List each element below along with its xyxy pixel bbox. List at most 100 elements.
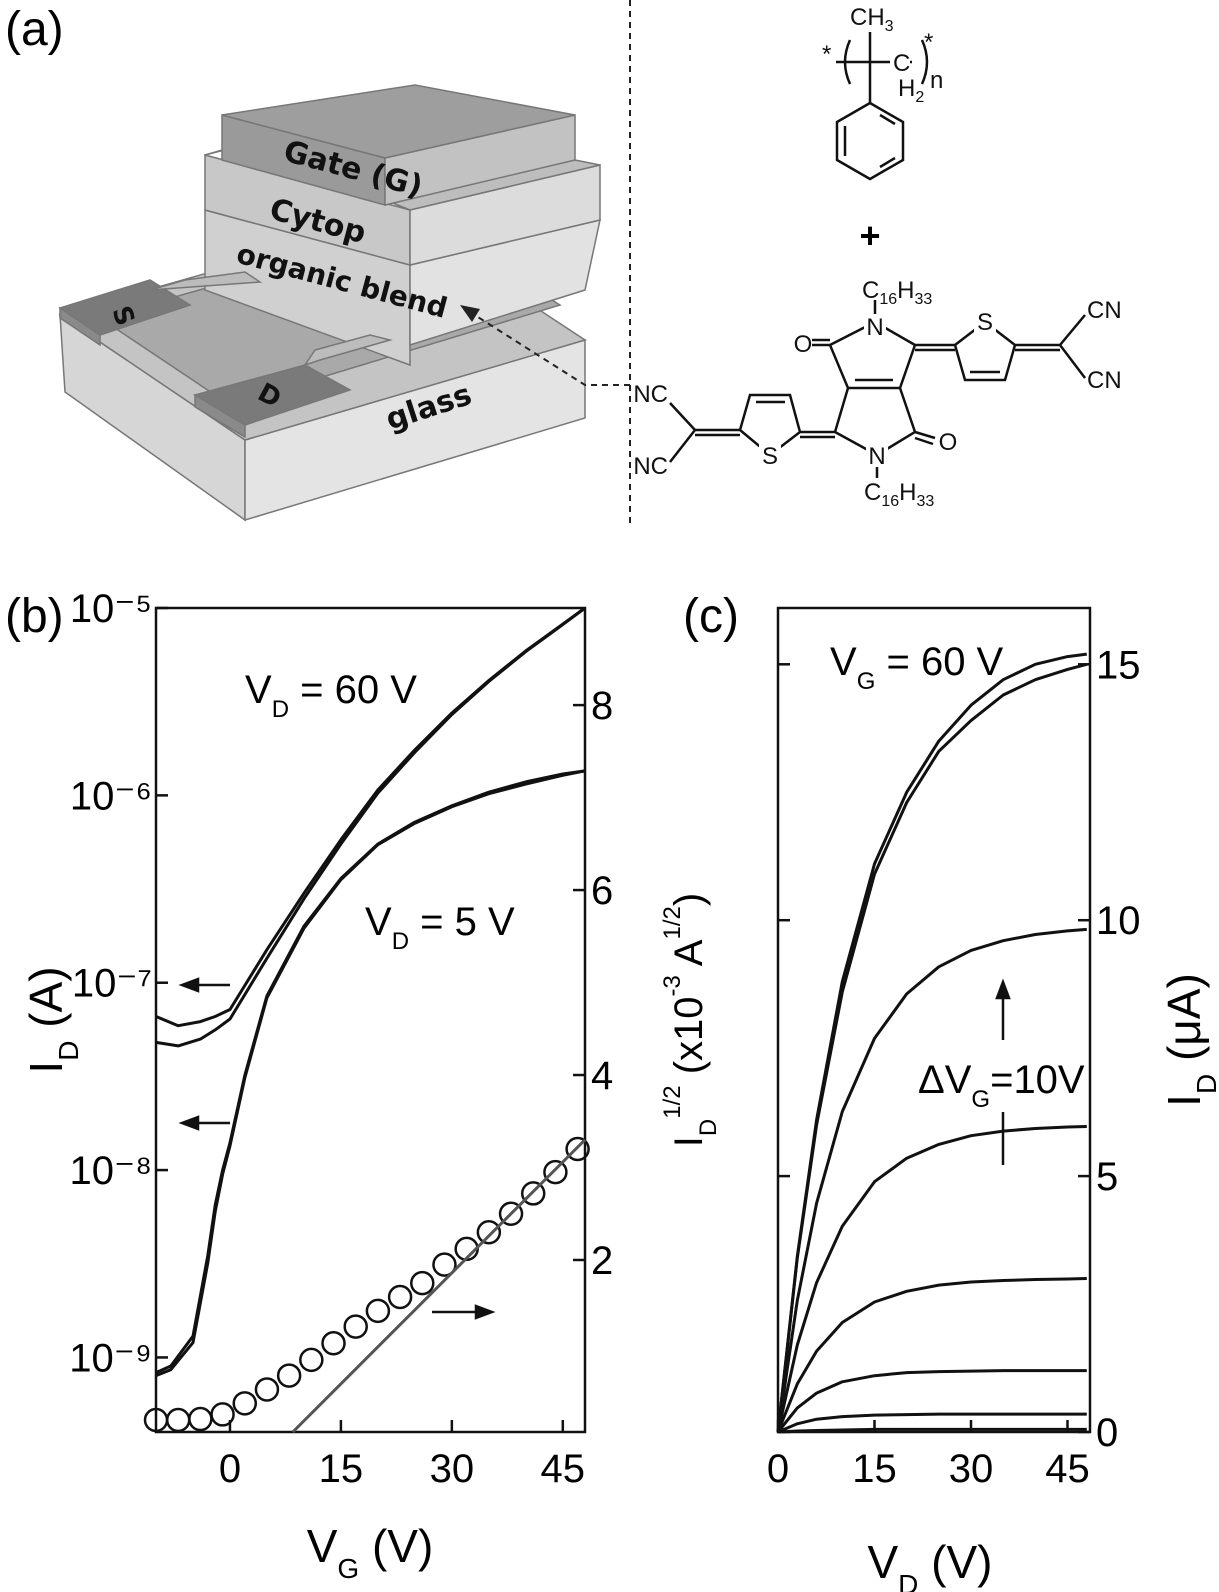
atom-label: H2 <box>898 75 924 106</box>
atom-text: H <box>898 75 915 102</box>
drain-finger <box>303 334 393 367</box>
label-text: V <box>307 1520 338 1572</box>
label-text: V <box>365 900 392 944</box>
label-text: ) <box>667 893 711 906</box>
atom-mask <box>866 443 888 467</box>
atom-label: S <box>977 309 993 336</box>
atom-text: C <box>864 479 881 506</box>
label-subscript: D <box>392 928 409 955</box>
panel-label: (b) <box>5 590 64 643</box>
x-tick-label: 45 <box>1045 1447 1090 1491</box>
data-point <box>276 1363 302 1388</box>
pointer-head <box>460 305 480 322</box>
source-electrode <box>58 279 192 336</box>
annotation: VD = 5 V <box>365 900 515 955</box>
data-point <box>476 1219 502 1245</box>
data-line <box>155 606 586 1048</box>
label-superscript: -3 <box>659 975 686 996</box>
atom-mask <box>890 50 910 74</box>
label-text: ΔV <box>918 1058 972 1102</box>
annotation: VD = 60 V <box>245 668 417 723</box>
data-point <box>232 1391 258 1416</box>
plot-frame <box>154 606 587 1434</box>
y2-tick-label: 8 <box>591 684 613 728</box>
x-tick-label: 30 <box>430 1447 475 1491</box>
label-subscript: D <box>695 1119 722 1136</box>
label-text: I <box>667 1136 711 1147</box>
data-line <box>776 652 1087 1433</box>
atom-label: O <box>939 429 958 456</box>
repeat-label: n <box>930 67 943 94</box>
x-axis-label: VD (V) <box>867 1536 992 1592</box>
label-subscript: D <box>898 1569 918 1592</box>
data-point <box>254 1377 280 1402</box>
y2-tick-label: 4 <box>591 1054 613 1098</box>
plus-sign: + <box>859 215 880 256</box>
y2-axis-label: ID1/2 (x10-3 A1/2) <box>659 893 722 1147</box>
arrow-head <box>474 1304 496 1320</box>
data-point <box>410 1270 435 1296</box>
atom-text: H <box>897 277 914 304</box>
atom-label: CN <box>1087 297 1122 324</box>
label-subscript: D <box>272 696 289 723</box>
label-subscript: G <box>337 1553 359 1584</box>
panel-label: (c) <box>683 590 739 643</box>
data-point <box>343 1314 368 1339</box>
y2-tick-label: 2 <box>591 1239 613 1283</box>
y-tick-label: 5 <box>1096 1155 1118 1199</box>
data-line <box>776 1125 1087 1433</box>
y-tick-label: 10⁻⁷ <box>72 962 152 1006</box>
arrow-head <box>178 1115 200 1131</box>
label-text: I <box>20 1061 72 1074</box>
atom-masks <box>759 308 996 467</box>
label-subscript: D <box>1191 1074 1219 1094</box>
atom-mask <box>864 314 886 338</box>
atom-subscript: 3 <box>885 18 894 35</box>
atom-label: NC <box>633 381 668 408</box>
label-text: (μA) <box>1158 973 1210 1074</box>
label-text: V <box>867 1536 898 1588</box>
y-tick-label: 10 <box>1096 899 1141 943</box>
data-point <box>165 1407 191 1433</box>
atom-subscript: 33 <box>914 291 932 308</box>
atom-text: CH <box>850 4 885 31</box>
atom-subscript: 16 <box>881 493 899 510</box>
data-point <box>188 1406 213 1432</box>
data-line <box>776 1277 1087 1433</box>
atom-label: NC <box>633 453 668 480</box>
label-subscript: G <box>971 1086 990 1113</box>
data-line <box>155 769 586 1377</box>
y-tick-label: 15 <box>1096 643 1141 687</box>
data-line <box>291 1138 587 1434</box>
atom-label: O <box>794 331 813 358</box>
label-text: (V) <box>918 1536 992 1588</box>
panel-label: (a) <box>5 3 64 56</box>
data-point <box>432 1252 457 1277</box>
annotation: ΔVG=10V <box>918 1058 1085 1113</box>
data-point <box>321 1330 346 1356</box>
label-text: =10V <box>990 1058 1085 1102</box>
label-text: (x10 <box>667 996 711 1085</box>
end-group: * <box>822 41 831 68</box>
data-line <box>776 662 1088 1433</box>
label-superscript: 1/2 <box>659 906 686 939</box>
polystyrene-structure: CH3 C H2 n * * <box>822 4 943 181</box>
atom-label: CH3 <box>850 4 894 35</box>
y-tick-label: 10⁻⁶ <box>70 774 152 818</box>
x-tick-label: 15 <box>319 1447 364 1491</box>
label-text: = 60 V <box>875 640 1003 684</box>
label-text: (A) <box>20 966 72 1040</box>
label-subscript: D <box>53 1041 84 1061</box>
atom-label: CN <box>1087 367 1122 394</box>
bonds <box>669 300 1086 478</box>
arrow-head <box>995 978 1011 1000</box>
drain-edge <box>194 393 246 439</box>
atom-text: C <box>862 277 879 304</box>
atom-mask <box>974 308 996 332</box>
source-finger <box>149 271 263 291</box>
x-axis-label: VG (V) <box>307 1520 434 1584</box>
data-point <box>520 1181 546 1206</box>
data-point <box>210 1402 235 1427</box>
annotation-arrows <box>178 977 1011 1320</box>
